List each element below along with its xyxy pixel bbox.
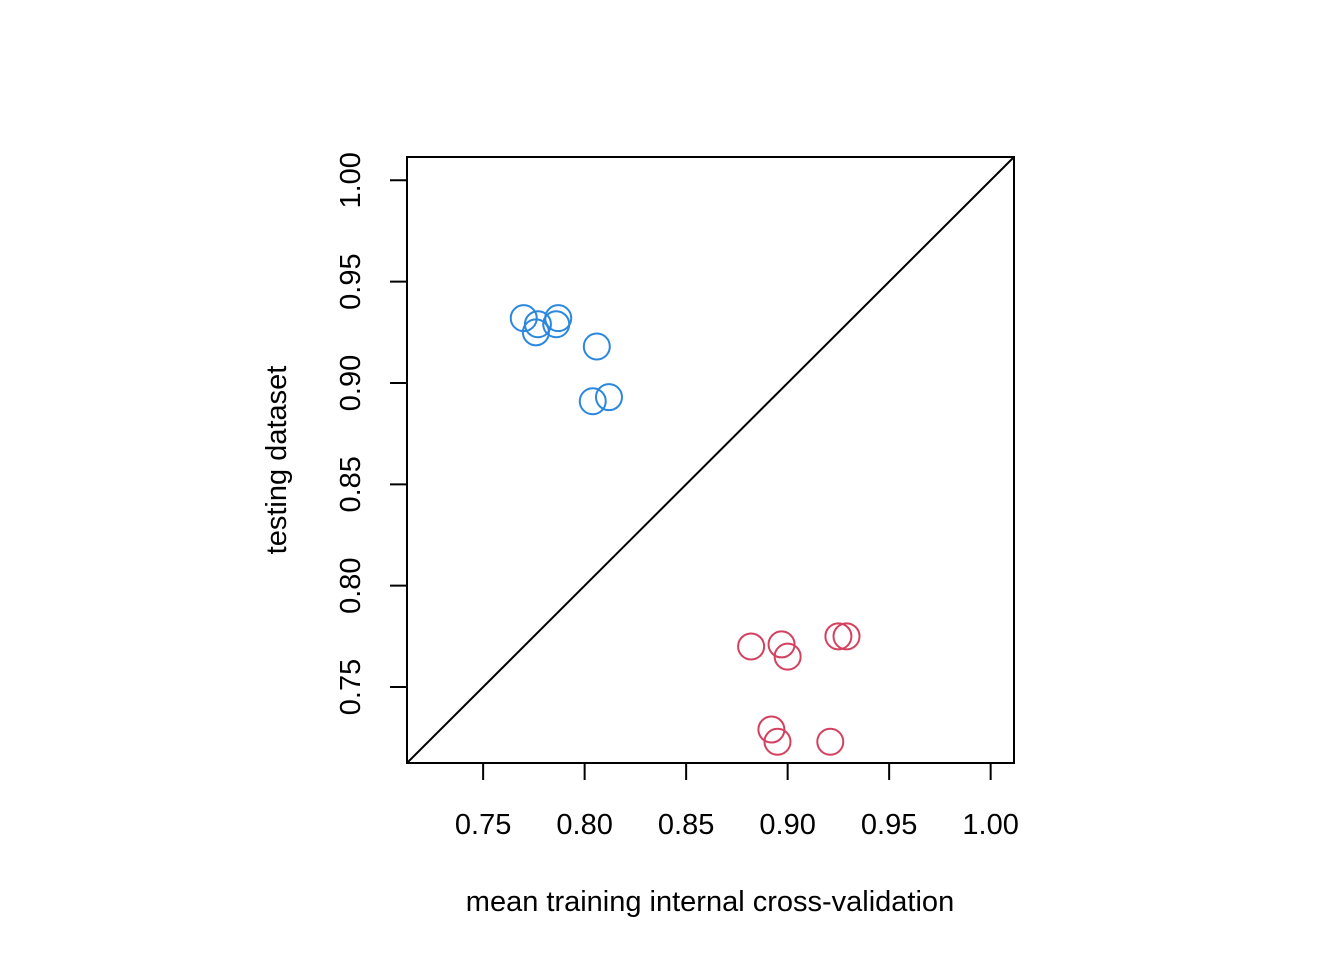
- x-tick-label: 1.00: [962, 809, 1018, 841]
- x-axis-label: mean training internal cross-validation: [466, 886, 954, 918]
- data-point-series-1: [594, 383, 623, 412]
- y-tick-label: 0.85: [335, 456, 367, 512]
- data-point-series-1: [542, 310, 571, 339]
- x-tick-label: 0.95: [861, 809, 917, 841]
- data-point-series-1: [582, 332, 611, 361]
- data-point-series-1: [521, 318, 550, 347]
- identity-line: [406, 156, 1015, 764]
- data-point-series-2: [763, 727, 792, 756]
- y-axis: 0.75 0.80 0.85 0.90 0.95 1.00: [335, 152, 408, 715]
- data-point-series-2: [737, 632, 766, 661]
- x-tick-label: 0.90: [759, 809, 815, 841]
- y-axis-label: testing dataset: [261, 366, 293, 555]
- y-tick-label: 0.95: [335, 253, 367, 309]
- y-tick-label: 0.90: [335, 355, 367, 411]
- y-tick-label: 0.80: [335, 557, 367, 613]
- y-tick-label: 0.75: [335, 659, 367, 715]
- data-point-series-2: [816, 727, 845, 756]
- data-point-series-1: [578, 387, 607, 416]
- y-tick-label: 1.00: [335, 152, 367, 208]
- data-point-series-2: [832, 622, 861, 651]
- points-layer: [509, 304, 861, 756]
- x-tick-label: 0.80: [556, 809, 612, 841]
- reference-line-layer: [406, 156, 1015, 764]
- x-tick-label: 0.85: [658, 809, 714, 841]
- data-point-series-2: [773, 642, 802, 671]
- data-point-series-2: [824, 622, 853, 651]
- x-tick-label: 0.75: [455, 809, 511, 841]
- x-axis: 0.75 0.80 0.85 0.90 0.95 1.00: [455, 762, 1019, 841]
